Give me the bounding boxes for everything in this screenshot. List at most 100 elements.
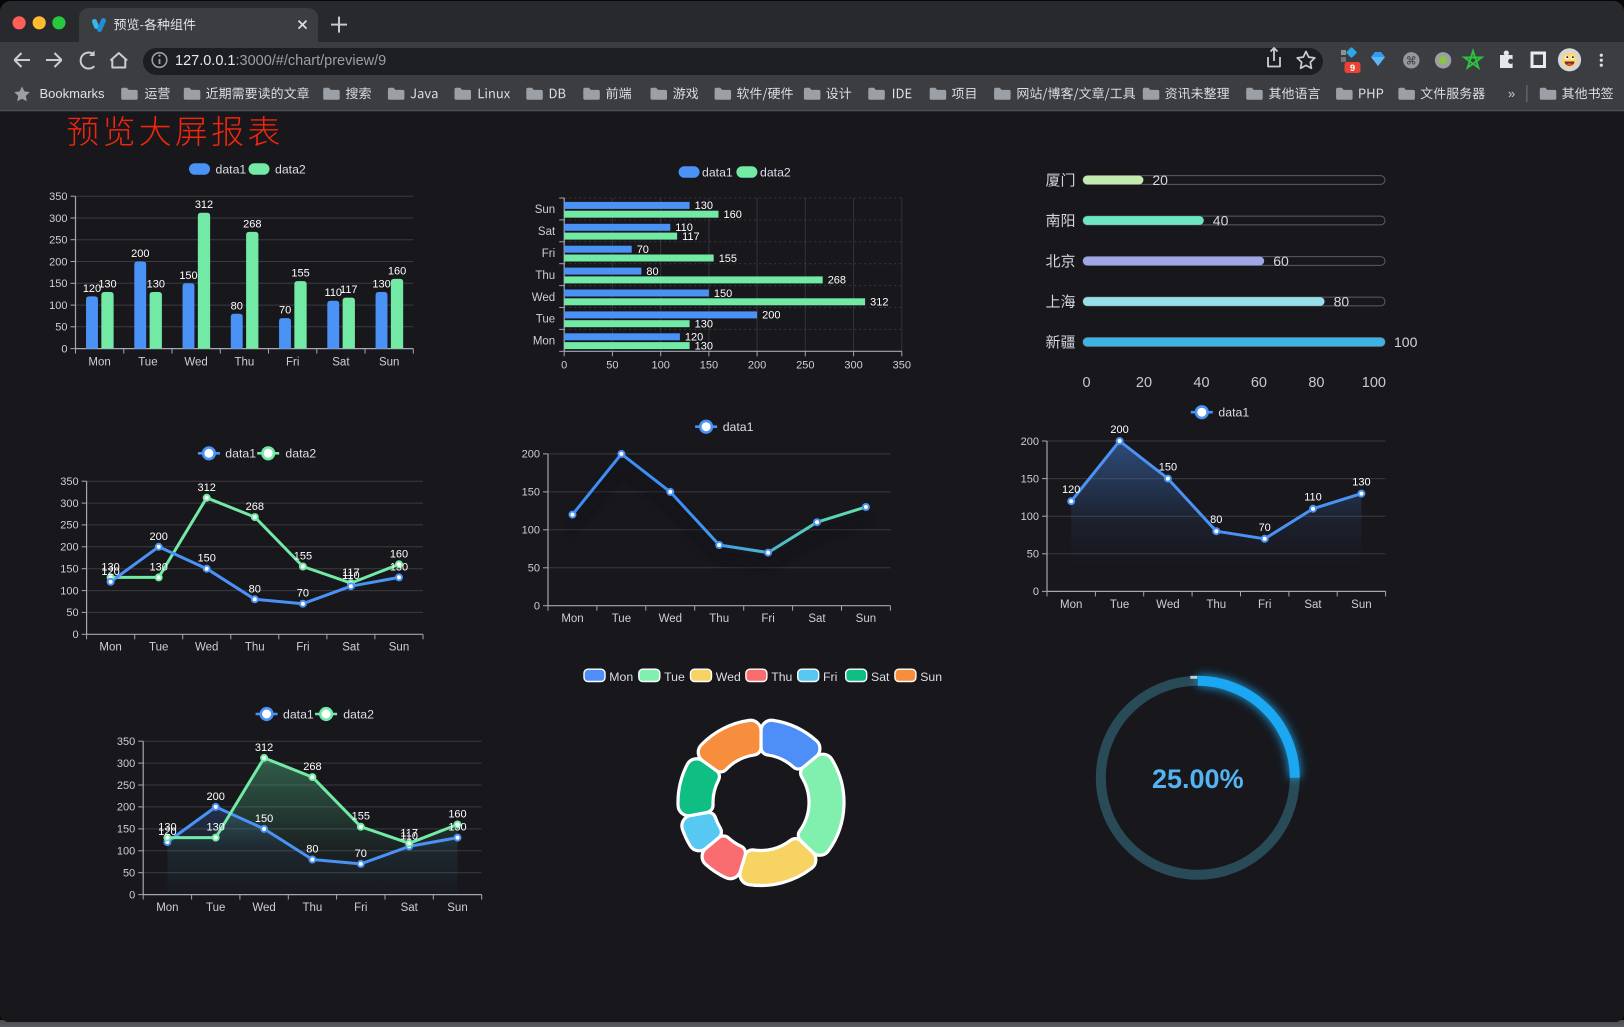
svg-text:268: 268 (243, 218, 261, 230)
svg-text:200: 200 (762, 310, 780, 322)
svg-text:160: 160 (388, 265, 406, 277)
svg-text:200: 200 (150, 531, 168, 543)
svg-text:Mon: Mon (1060, 599, 1082, 611)
svg-text:110: 110 (1304, 492, 1322, 504)
svg-text:Thu: Thu (234, 357, 254, 369)
svg-text:Fri: Fri (1258, 599, 1271, 611)
svg-text:Mon: Mon (533, 336, 555, 348)
svg-text:Tue: Tue (138, 357, 157, 369)
svg-text:80: 80 (1334, 294, 1350, 310)
svg-text:130: 130 (147, 279, 165, 291)
svg-text:9: 9 (1350, 63, 1355, 74)
svg-text:312: 312 (198, 482, 216, 494)
svg-text:Thu: Thu (535, 270, 555, 282)
svg-text:Mon: Mon (561, 613, 583, 625)
svg-text:60: 60 (1273, 253, 1289, 269)
svg-text:0: 0 (534, 601, 540, 613)
svg-text:0: 0 (61, 343, 67, 355)
svg-text:25.00%: 25.00% (1152, 764, 1244, 794)
svg-text:160: 160 (448, 809, 466, 821)
svg-text:Tue: Tue (206, 902, 225, 914)
svg-text:268: 268 (828, 275, 846, 287)
svg-text:Sun: Sun (920, 670, 942, 684)
svg-text:data1: data1 (1218, 406, 1249, 420)
svg-text:80: 80 (306, 844, 318, 856)
svg-text:150: 150 (49, 278, 67, 290)
svg-text:Fri: Fri (823, 670, 837, 684)
svg-text:250: 250 (117, 780, 135, 792)
svg-text:150: 150 (714, 288, 732, 300)
svg-text:350: 350 (60, 476, 78, 488)
svg-text:Sun: Sun (535, 204, 555, 216)
svg-text:130: 130 (207, 822, 225, 834)
svg-text:150: 150 (522, 487, 540, 499)
svg-text:130: 130 (150, 561, 168, 573)
svg-text:200: 200 (1021, 436, 1039, 448)
svg-text:⌘: ⌘ (1406, 55, 1417, 67)
svg-text:120: 120 (83, 283, 101, 295)
svg-text:130: 130 (390, 561, 408, 573)
svg-text:110: 110 (400, 830, 418, 842)
svg-text:100: 100 (49, 300, 67, 312)
svg-text:155: 155 (719, 253, 737, 265)
svg-text:80: 80 (1210, 514, 1222, 526)
svg-text:120: 120 (158, 826, 176, 838)
svg-text:Mon: Mon (609, 670, 633, 684)
svg-text:Wed: Wed (252, 902, 275, 914)
svg-text:350: 350 (117, 736, 135, 748)
svg-text:127.0.0.1:3000/#/chart/preview: 127.0.0.1:3000/#/chart/preview/9 (175, 53, 386, 69)
svg-text:Wed: Wed (184, 357, 207, 369)
svg-text:150: 150 (1159, 462, 1177, 474)
svg-text:Fri: Fri (296, 642, 309, 654)
svg-text:70: 70 (1259, 522, 1271, 534)
svg-text:130: 130 (695, 200, 713, 212)
svg-text:300: 300 (117, 758, 135, 770)
svg-text:Fri: Fri (542, 248, 555, 260)
svg-text:50: 50 (528, 563, 540, 575)
svg-text:Thu: Thu (709, 613, 729, 625)
svg-text:268: 268 (246, 501, 264, 513)
svg-text:350: 350 (49, 191, 67, 203)
svg-text:Sat: Sat (1304, 599, 1322, 611)
svg-text:300: 300 (60, 498, 78, 510)
svg-text:40: 40 (1193, 375, 1209, 391)
svg-text:117: 117 (400, 827, 418, 839)
svg-text:200: 200 (60, 542, 78, 554)
svg-text:Tue: Tue (664, 670, 685, 684)
svg-text:80: 80 (231, 300, 243, 312)
svg-text:268: 268 (303, 761, 321, 773)
svg-text:50: 50 (66, 607, 78, 619)
svg-text:130: 130 (695, 340, 713, 352)
svg-text:200: 200 (1110, 424, 1128, 436)
svg-text:0: 0 (1082, 375, 1090, 391)
svg-text:130: 130 (372, 279, 390, 291)
svg-text:Mon: Mon (99, 642, 121, 654)
svg-text:150: 150 (179, 270, 197, 282)
svg-text:350: 350 (893, 360, 911, 372)
svg-text:150: 150 (700, 360, 718, 372)
svg-text:Tue: Tue (612, 613, 631, 625)
svg-text:155: 155 (352, 811, 370, 823)
svg-text:70: 70 (297, 588, 309, 600)
svg-text:Sat: Sat (342, 642, 360, 654)
svg-text:100: 100 (1362, 375, 1386, 391)
svg-text:100: 100 (117, 846, 135, 858)
svg-text:data1: data1 (723, 420, 754, 434)
svg-text:150: 150 (117, 824, 135, 836)
svg-text:100: 100 (652, 360, 670, 372)
svg-text:100: 100 (1021, 511, 1039, 523)
svg-text:Sat: Sat (332, 357, 350, 369)
svg-text:200: 200 (748, 360, 766, 372)
svg-text:Wed: Wed (1156, 599, 1179, 611)
svg-text:50: 50 (123, 868, 135, 880)
svg-text:Sun: Sun (379, 357, 399, 369)
svg-text:130: 130 (1352, 477, 1370, 489)
svg-text:Tue: Tue (536, 314, 555, 326)
svg-text:130: 130 (695, 319, 713, 331)
svg-text:0: 0 (129, 889, 135, 901)
svg-text:20: 20 (1136, 375, 1152, 391)
svg-text:data1: data1 (702, 166, 733, 180)
svg-text:data1: data1 (216, 163, 247, 177)
svg-text:Tue: Tue (1110, 599, 1129, 611)
svg-text:100: 100 (522, 525, 540, 537)
